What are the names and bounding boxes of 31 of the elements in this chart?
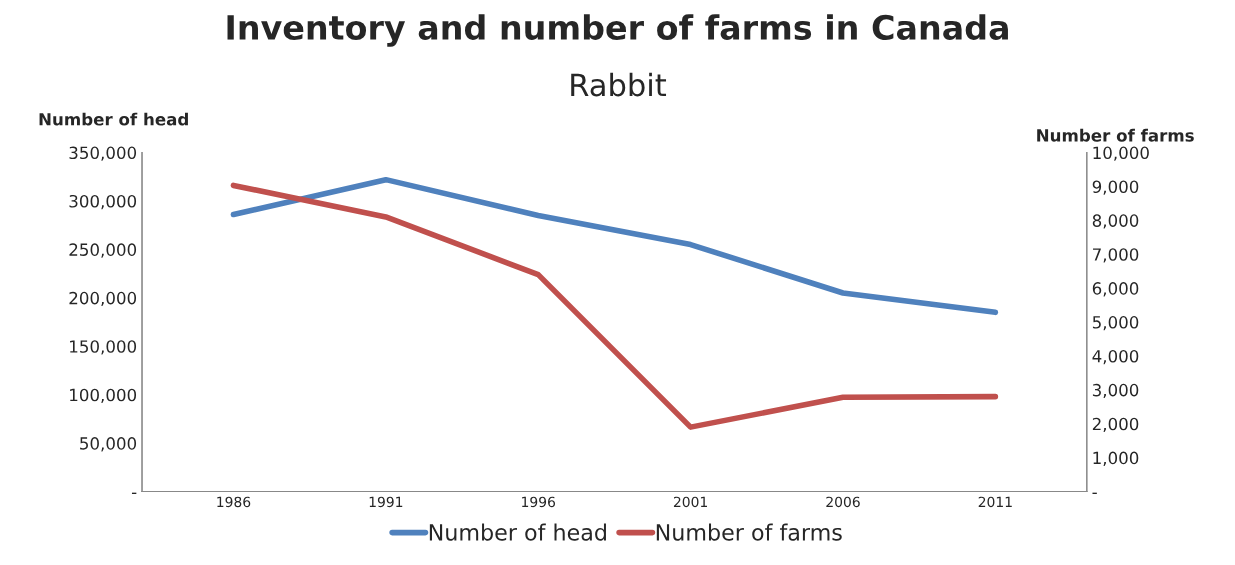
x-tick-label: 1986	[217, 496, 251, 508]
y2-tick-label: 6,000	[1092, 282, 1139, 297]
x-tick-label: 2006	[826, 496, 860, 508]
y-axis-title: Number of head	[39, 112, 188, 126]
x-tick-label: 1991	[369, 496, 403, 508]
y2-tick-label: 5,000	[1092, 316, 1139, 331]
y-tick-label: 350,000	[69, 146, 137, 161]
y2-axis-title: Number of farms	[1037, 128, 1194, 142]
y2-tick-label: 9,000	[1092, 180, 1139, 195]
legend-label: Number of head	[429, 523, 606, 541]
y2-tick-label: -	[1092, 492, 1097, 494]
chart-subtitle: Rabbit	[571, 72, 667, 97]
y-tick-label: 150,000	[70, 340, 137, 355]
legend-label: Number of farms	[656, 523, 842, 541]
y2-tick-label: 8,000	[1092, 214, 1139, 229]
y2-tick-label: 4,000	[1092, 349, 1139, 365]
chart-title: Inventory and number of farms in Canada	[227, 14, 1008, 47]
y2-tick-label: 10,000	[1093, 146, 1149, 161]
y-tick-label: 100,000	[70, 388, 137, 403]
y2-tick-label: 1,000	[1093, 451, 1139, 466]
y2-tick-label: 3,000	[1092, 383, 1139, 399]
y-tick-label: 250,000	[69, 243, 137, 258]
x-tick-label: 1996	[522, 496, 556, 508]
y-tick-label: 300,000	[69, 194, 137, 210]
y2-tick-label: 2,000	[1092, 417, 1139, 433]
y-tick-label: 50,000	[80, 437, 137, 452]
y-tick-label: 200,000	[69, 291, 137, 307]
x-tick-label: 2001	[673, 496, 707, 508]
y-tick-label: -	[131, 492, 137, 494]
y2-tick-label: 7,000	[1093, 248, 1139, 263]
x-tick-label: 2011	[978, 496, 1012, 508]
